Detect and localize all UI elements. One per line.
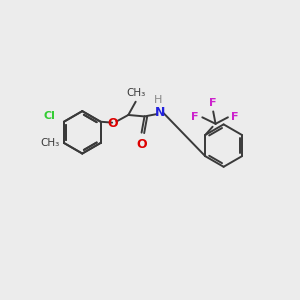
Text: F: F [232,112,239,122]
Text: CH₃: CH₃ [40,138,60,148]
Text: O: O [136,138,147,151]
Text: H: H [154,95,163,105]
Text: F: F [209,98,217,108]
Text: O: O [108,117,118,130]
Text: N: N [154,106,165,119]
Text: F: F [191,112,199,122]
Text: CH₃: CH₃ [127,88,146,98]
Text: Cl: Cl [44,111,56,122]
